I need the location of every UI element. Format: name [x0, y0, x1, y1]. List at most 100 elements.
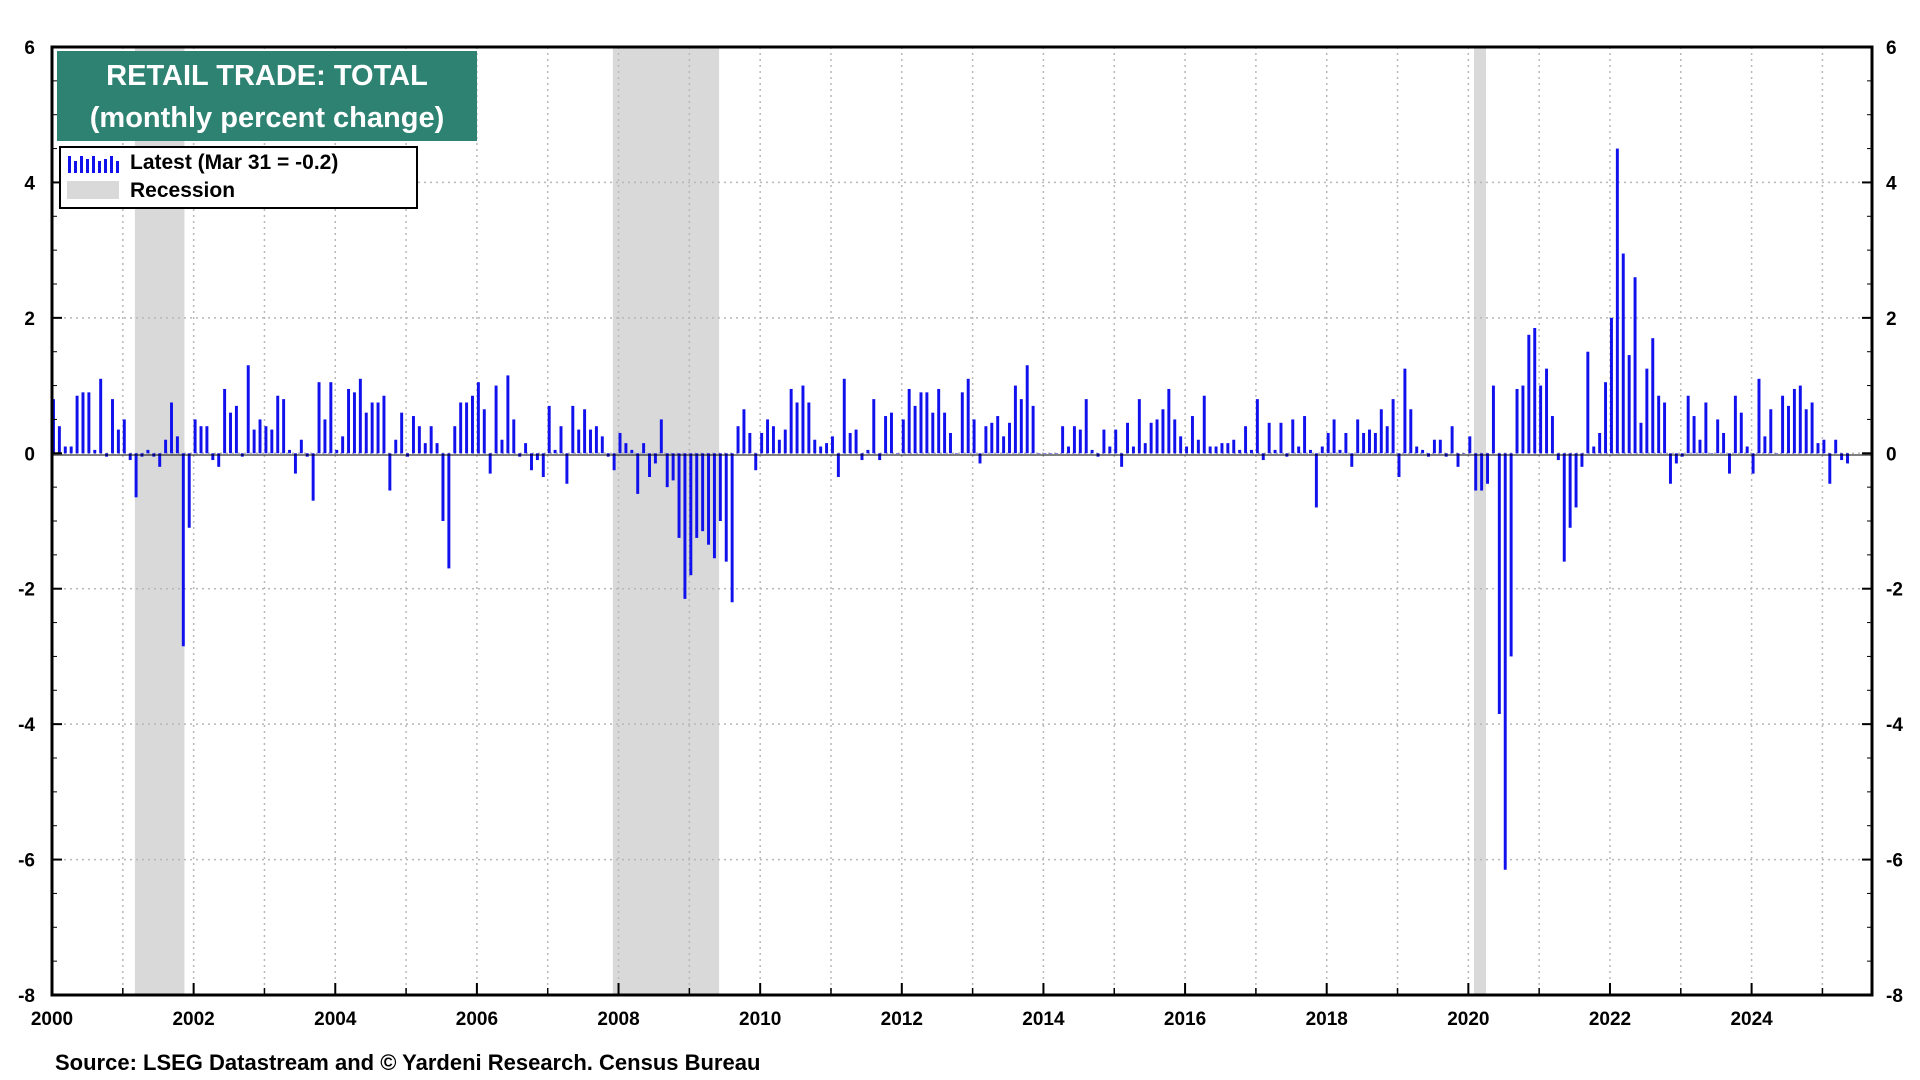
x-tick-label: 2022 [1589, 1009, 1631, 1030]
bar [341, 436, 345, 454]
x-tick-label: 2010 [739, 1009, 781, 1030]
x-tick-label: 2014 [1022, 1009, 1065, 1030]
bar [1432, 439, 1436, 454]
y-tick-label-right: -2 [1886, 580, 1903, 601]
bar [925, 392, 929, 454]
bar [1592, 446, 1596, 454]
bar [530, 453, 533, 471]
bar [860, 453, 864, 461]
bar [984, 426, 988, 454]
bar [848, 432, 852, 454]
bar [1208, 446, 1212, 454]
bar [1480, 453, 1484, 491]
bar [423, 443, 427, 454]
y-tick-label-left: -8 [18, 986, 35, 1007]
bar [1757, 378, 1761, 454]
bar [170, 402, 173, 454]
bar [317, 382, 321, 454]
bar [777, 439, 781, 454]
bar [648, 453, 651, 477]
bar [1663, 402, 1667, 454]
bar [1320, 446, 1324, 454]
bar [122, 419, 126, 454]
bar [1816, 443, 1820, 454]
bar [1297, 446, 1301, 454]
bar [63, 446, 67, 454]
bar [1527, 334, 1531, 454]
bar [1840, 453, 1844, 461]
legend-recession-icon [67, 181, 119, 199]
bar [689, 453, 693, 576]
bar [323, 419, 327, 454]
bar [1657, 395, 1661, 454]
bar [1267, 422, 1271, 454]
x-tick-label: 2018 [1306, 1009, 1348, 1030]
bar [1397, 453, 1401, 477]
bar [488, 453, 492, 474]
bar [960, 392, 964, 454]
bar [878, 453, 882, 461]
bar [1515, 388, 1519, 454]
bar [1279, 422, 1283, 454]
bar [1338, 449, 1342, 454]
source-note: Source: LSEG Datastream and © Yardeni Re… [55, 1050, 760, 1075]
bar [229, 412, 232, 454]
bar [1604, 382, 1608, 454]
bar [547, 405, 551, 454]
bar [1155, 419, 1159, 454]
bar [1491, 385, 1495, 454]
bar [718, 453, 722, 521]
bar [825, 443, 829, 454]
bar [99, 378, 103, 454]
bar [766, 419, 770, 454]
x-tick-label: 2002 [172, 1009, 214, 1030]
bar [990, 422, 994, 454]
bar [931, 412, 935, 454]
bar [435, 443, 439, 454]
bar [465, 402, 469, 454]
bar [217, 453, 221, 467]
bar [258, 419, 262, 454]
bar [1185, 446, 1189, 454]
x-tick-label: 2004 [314, 1009, 357, 1030]
bar [1261, 453, 1265, 461]
bar [1763, 436, 1767, 454]
bar [801, 385, 805, 454]
bar [618, 432, 622, 454]
bar [429, 426, 433, 454]
bar [1792, 388, 1796, 454]
bar [1350, 453, 1354, 467]
bar [1196, 439, 1200, 454]
bar [1692, 416, 1696, 454]
bar [683, 453, 687, 599]
bar [1090, 449, 1094, 454]
bar [836, 453, 840, 477]
bar [1615, 148, 1619, 454]
bar [565, 453, 569, 484]
x-tick-label: 2008 [597, 1009, 639, 1030]
bar [370, 402, 374, 454]
bar [872, 399, 876, 454]
bar [1686, 395, 1690, 454]
bar [695, 453, 699, 538]
legend-bar-icon [68, 156, 119, 173]
bar [594, 426, 598, 454]
bar [1143, 443, 1147, 454]
bar [1462, 453, 1466, 454]
bar [600, 436, 604, 454]
bar [1373, 432, 1377, 454]
bar [1303, 416, 1307, 454]
bar [199, 426, 203, 454]
bar [895, 453, 899, 454]
bar [612, 453, 616, 471]
bar [81, 392, 85, 454]
bar [1409, 409, 1413, 454]
bar [476, 382, 480, 454]
bar [193, 419, 197, 454]
y-tick-label-left: -2 [18, 580, 35, 601]
bar [1828, 453, 1832, 484]
bar [1562, 453, 1566, 562]
bar [146, 449, 150, 454]
bar [1131, 446, 1135, 454]
